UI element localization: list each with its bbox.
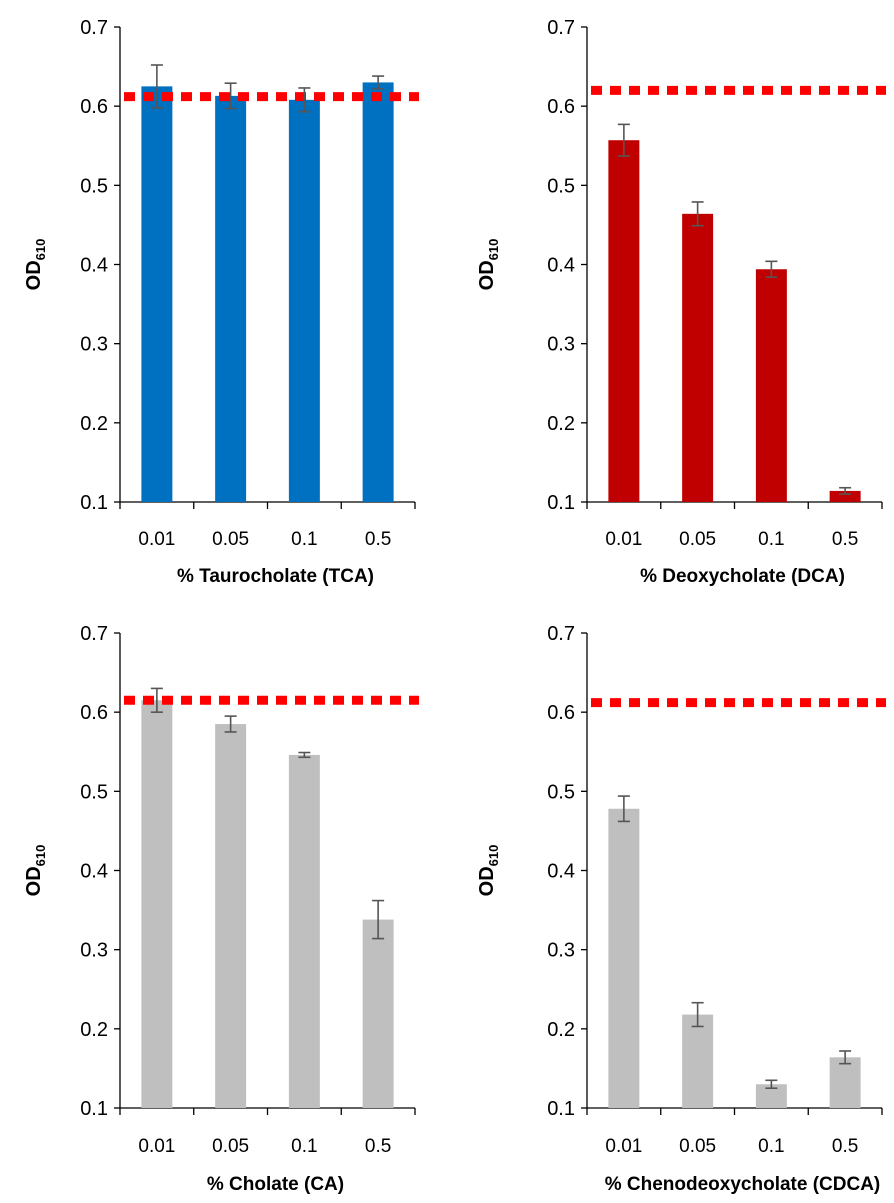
error-bar-0.01: [617, 795, 630, 823]
bar-0.01: [141, 700, 173, 1108]
error-bar-0.5: [839, 1050, 852, 1065]
x-tick-label: 0.05: [212, 529, 249, 550]
y-axis-title-subscript: 610: [486, 239, 501, 261]
y-tick-label: 0.3: [547, 334, 575, 356]
bar-0.05: [682, 213, 714, 503]
chart-panel-2: 0.1 0.2 0.3 0.4 0.5 0.6 0.7 0.01 0.05 0.1 0.5 % Deo…: [476, 17, 886, 587]
y-tick-label: 0.5: [80, 781, 108, 803]
y-tick-label: 0.2: [547, 1019, 575, 1041]
error-bar-0.5: [372, 899, 385, 940]
x-tick-label: 0.5: [832, 529, 858, 550]
bar-0.01: [141, 86, 173, 502]
y-axis-title-main: OD: [23, 260, 45, 290]
bar-0.5: [362, 82, 394, 503]
y-tick-label: 0.4: [547, 861, 575, 883]
error-bar-0.05: [224, 82, 237, 110]
x-tick-label: 0.05: [212, 1136, 249, 1157]
chart-panel-1: 0.1 0.2 0.3 0.4 0.5 0.6 0.7 0.01 0.05 0.1 0.5 % Tau…: [23, 17, 419, 587]
bar-0.1: [755, 269, 787, 502]
y-tick-label: 0.1: [80, 492, 108, 514]
y-tick-label: 0.3: [80, 940, 108, 962]
x-tick-label: 0.1: [758, 1136, 784, 1157]
y-tick-label: 0.7: [80, 623, 108, 645]
error-bar-0.01: [150, 64, 163, 109]
error-bar-0.05: [224, 715, 237, 733]
bar-0.5: [362, 919, 394, 1108]
x-tick-label: 0.05: [679, 529, 716, 550]
y-tick-label: 0.6: [80, 96, 108, 118]
error-bar-0.05: [691, 201, 704, 227]
y-tick-label: 0.1: [547, 492, 575, 514]
error-bar-0.05: [691, 1001, 704, 1028]
x-tick-label: 0.5: [832, 1136, 858, 1157]
y-tick-label: 0.3: [80, 334, 108, 356]
y-axis-title-main: OD: [476, 260, 498, 290]
y-tick-label: 0.7: [80, 17, 108, 39]
y-axis-title-subscript: 610: [33, 845, 48, 867]
bar-0.1: [288, 754, 320, 1108]
y-tick-label: 0.6: [547, 702, 575, 724]
x-tick-label: 0.01: [138, 529, 175, 550]
y-tick-label: 0.2: [547, 413, 575, 435]
error-bar-0.1: [298, 87, 311, 113]
bar-0.5: [829, 490, 861, 502]
bar-0.1: [288, 99, 320, 502]
x-tick-label: 0.1: [291, 529, 317, 550]
y-tick-label: 0.4: [547, 255, 575, 277]
x-tick-label: 0.1: [758, 529, 784, 550]
y-axis-title: OD610: [476, 239, 501, 291]
y-axis-title: OD610: [23, 845, 48, 897]
y-axis-title-main: OD: [476, 866, 498, 896]
x-axis-title: % Chenodeoxycholate (CDCA): [605, 1174, 881, 1195]
y-tick-label: 0.6: [547, 96, 575, 118]
x-axis-title: % Taurocholate (TCA): [177, 566, 374, 587]
y-axis-title: OD610: [23, 239, 48, 291]
bar-0.01: [608, 140, 640, 503]
bar-0.1: [755, 1084, 787, 1108]
chart-panel-4: 0.1 0.2 0.3 0.4 0.5 0.6 0.7 0.01 0.05 0.1 0.5 % Che…: [476, 623, 886, 1195]
y-tick-label: 0.5: [80, 175, 108, 197]
y-tick-label: 0.3: [547, 940, 575, 962]
error-bar-0.01: [150, 687, 163, 713]
y-tick-label: 0.7: [547, 623, 575, 645]
y-tick-label: 0.1: [80, 1098, 108, 1120]
y-tick-label: 0.6: [80, 702, 108, 724]
y-tick-label: 0.7: [547, 17, 575, 39]
x-tick-label: 0.5: [365, 1136, 391, 1157]
error-bar-0.01: [617, 123, 630, 157]
error-bar-0.5: [372, 75, 385, 90]
x-tick-label: 0.05: [679, 1136, 716, 1157]
y-tick-label: 0.2: [80, 1019, 108, 1041]
y-axis-title-main: OD: [23, 866, 45, 896]
y-tick-label: 0.5: [547, 781, 575, 803]
chart-panel-3: 0.1 0.2 0.3 0.4 0.5 0.6 0.7 0.01 0.05 0.1 0.5 % Cho…: [23, 623, 419, 1195]
y-tick-label: 0.2: [80, 413, 108, 435]
x-tick-label: 0.01: [605, 1136, 642, 1157]
x-tick-label: 0.01: [605, 529, 642, 550]
bar-0.05: [215, 724, 247, 1108]
bar-0.01: [608, 808, 640, 1108]
bar-0.5: [829, 1057, 861, 1108]
bar-0.05: [215, 95, 247, 502]
x-tick-label: 0.5: [365, 529, 391, 550]
y-axis-title-subscript: 610: [33, 239, 48, 261]
error-bar-0.5: [839, 486, 852, 495]
x-tick-label: 0.1: [291, 1136, 317, 1157]
error-bar-0.1: [298, 751, 311, 759]
y-axis-title: OD610: [476, 845, 501, 897]
y-tick-label: 0.5: [547, 175, 575, 197]
bar-0.05: [682, 1014, 714, 1108]
y-tick-label: 0.1: [547, 1098, 575, 1120]
y-axis-title-subscript: 610: [486, 845, 501, 867]
x-axis-title: % Cholate (CA): [207, 1174, 344, 1195]
error-bar-0.1: [765, 260, 778, 278]
y-tick-label: 0.4: [80, 861, 108, 883]
x-axis-title: % Deoxycholate (DCA): [640, 566, 845, 587]
y-tick-label: 0.4: [80, 255, 108, 277]
x-tick-label: 0.01: [138, 1136, 175, 1157]
error-bar-0.1: [765, 1079, 778, 1090]
